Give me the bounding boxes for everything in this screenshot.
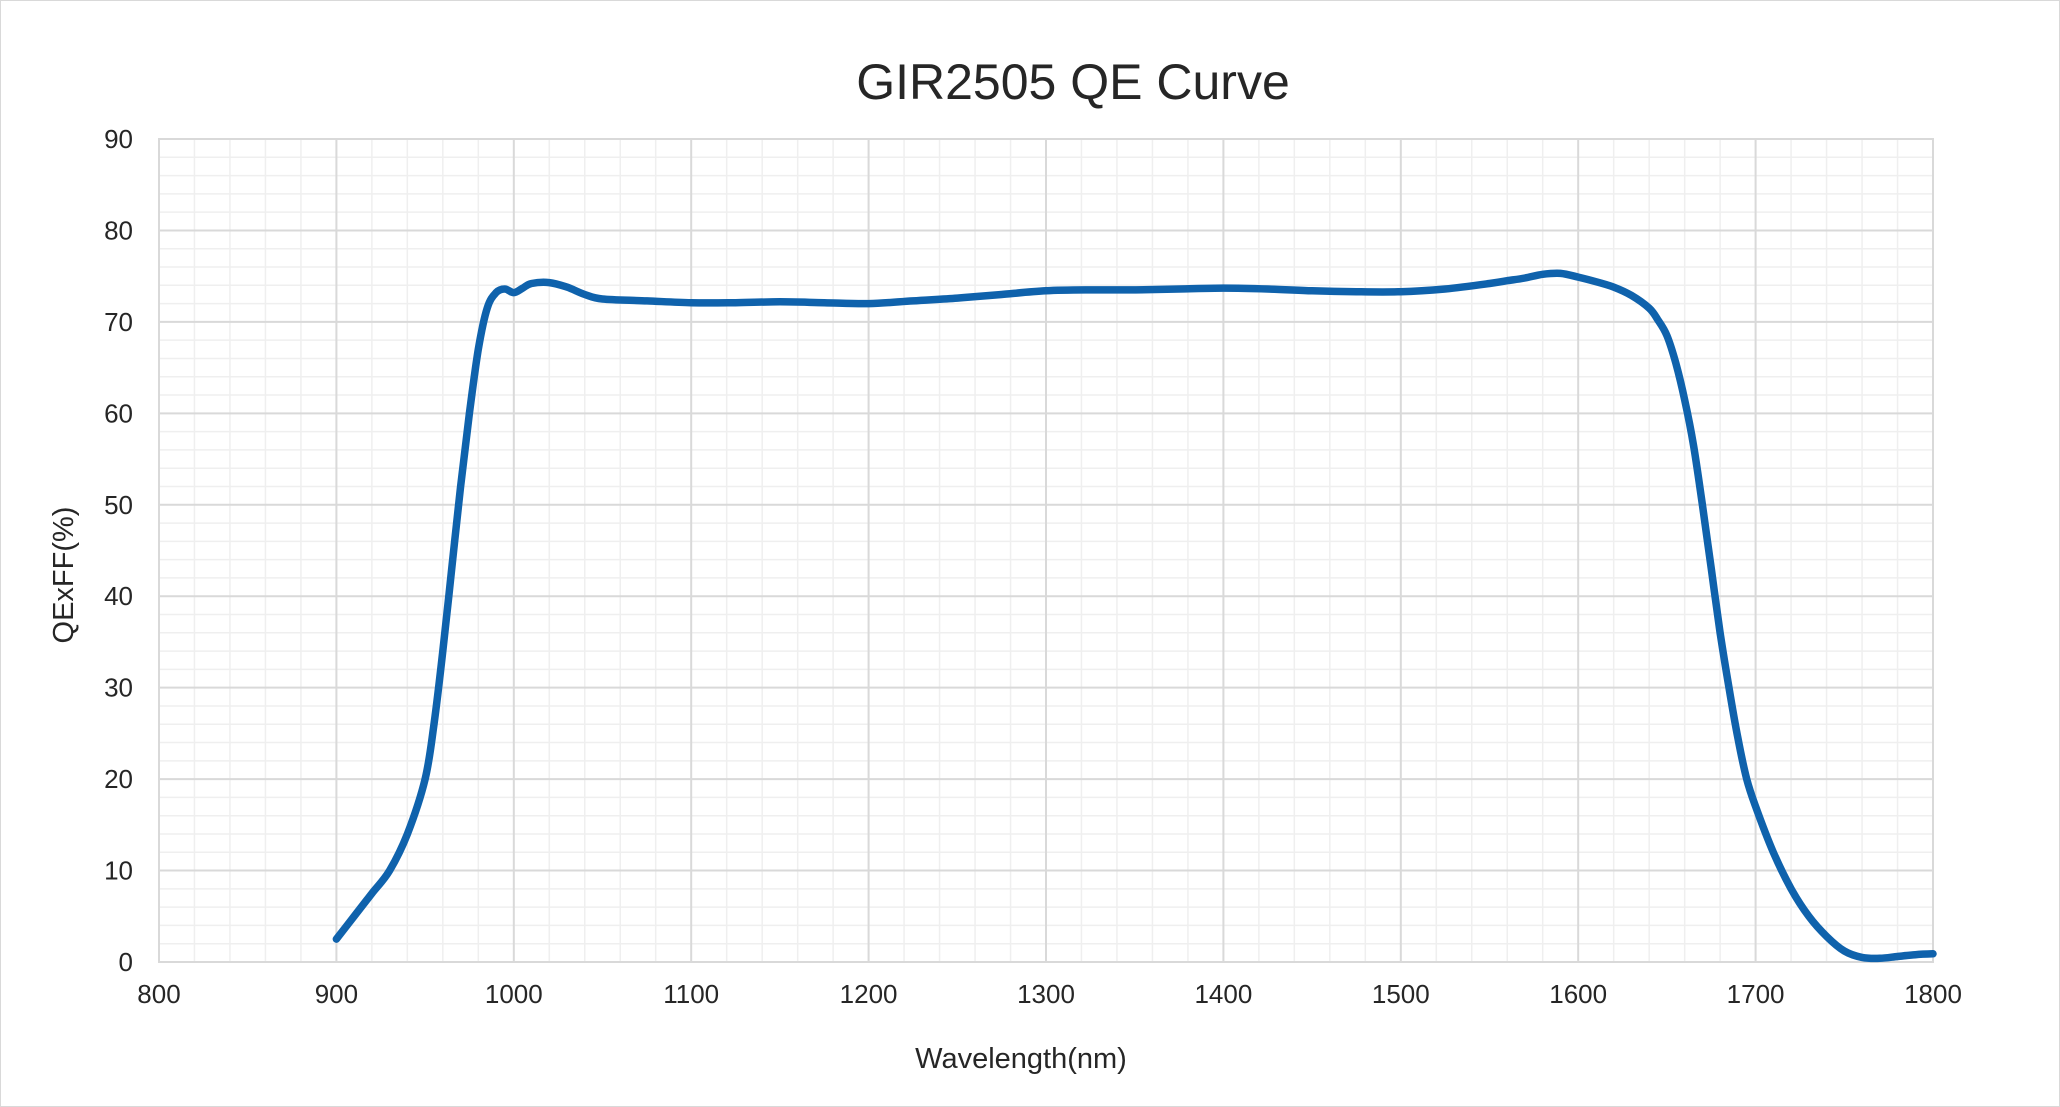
x-axis-ticks: 800 900 1000 1100 1200 1300 1400 1500 1600 1700 18… <box>137 979 1962 1009</box>
y-tick-label: 30 <box>104 673 133 703</box>
x-tick-label: 1600 <box>1549 979 1607 1009</box>
y-tick-label: 20 <box>104 764 133 794</box>
y-tick-label: 70 <box>104 307 133 337</box>
x-tick-label: 1100 <box>663 979 719 1009</box>
x-tick-label: 1700 <box>1727 979 1785 1009</box>
y-tick-label: 40 <box>104 581 133 611</box>
x-tick-label: 1400 <box>1194 979 1252 1009</box>
x-axis-label: Wavelength(nm) <box>915 1043 1127 1075</box>
y-axis-label: QExFF(%) <box>48 507 80 644</box>
plot-area-border <box>158 138 1934 963</box>
y-tick-label: 60 <box>104 398 133 428</box>
x-tick-label: 900 <box>315 979 358 1009</box>
x-tick-label: 800 <box>137 979 180 1009</box>
y-tick-label: 0 <box>119 947 133 977</box>
x-tick-label: 1800 <box>1904 979 1962 1009</box>
major-gridlines <box>158 138 1934 963</box>
y-tick-label: 80 <box>104 215 133 245</box>
x-tick-label: 1500 <box>1372 979 1430 1009</box>
y-tick-label: 90 <box>104 124 133 154</box>
x-tick-label: 1200 <box>840 979 898 1009</box>
y-tick-label: 50 <box>104 490 133 520</box>
chart-title: GIR2505 QE Curve <box>856 54 1290 110</box>
y-tick-label: 10 <box>104 856 133 886</box>
x-tick-label: 1000 <box>485 979 543 1009</box>
qe-series-line <box>332 269 1937 963</box>
y-axis-ticks: 0 10 20 30 40 50 60 70 80 90 <box>104 124 133 977</box>
x-tick-label: 1300 <box>1017 979 1075 1009</box>
